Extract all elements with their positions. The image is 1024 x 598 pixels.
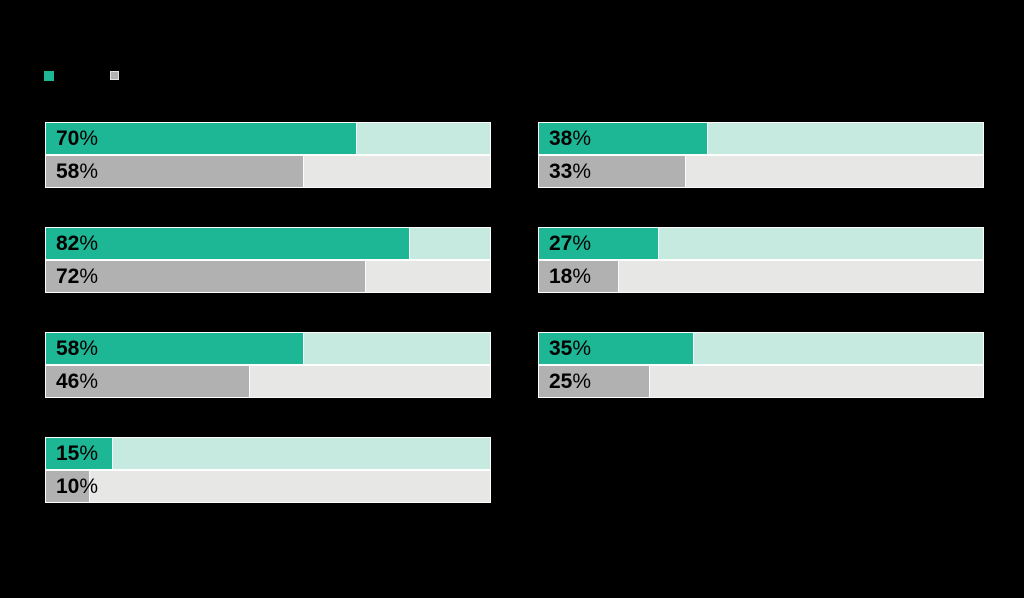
secondary-bar-value: 33% bbox=[549, 159, 592, 183]
primary-bar-value: 15% bbox=[56, 441, 99, 465]
secondary-bar-value: 72% bbox=[56, 264, 99, 288]
primary-bar-track: 27% bbox=[538, 227, 984, 260]
primary-bar-value: 70% bbox=[56, 126, 99, 150]
primary-bar-fill bbox=[539, 123, 708, 154]
secondary-bar-track: 33% bbox=[538, 155, 984, 188]
primary-bar-fill bbox=[46, 123, 357, 154]
bar-group: 27% 18% bbox=[538, 227, 984, 293]
bar-group: 70% 58% bbox=[45, 122, 491, 188]
secondary-bar-track: 46% bbox=[45, 365, 491, 398]
secondary-bar-fill bbox=[46, 156, 304, 187]
secondary-bar-fill bbox=[539, 156, 686, 187]
primary-bar-fill bbox=[46, 333, 304, 364]
primary-bar-track: 82% bbox=[45, 227, 491, 260]
bar-group: 38% 33% bbox=[538, 122, 984, 188]
legend-swatch-secondary bbox=[110, 71, 119, 80]
secondary-bar-value: 25% bbox=[549, 369, 592, 393]
primary-bar-track: 38% bbox=[538, 122, 984, 155]
primary-bar-value: 27% bbox=[549, 231, 592, 255]
secondary-bar-fill bbox=[46, 261, 366, 292]
legend-swatch-primary bbox=[44, 71, 54, 81]
primary-bar-fill bbox=[539, 333, 695, 364]
secondary-bar-fill bbox=[46, 366, 251, 397]
primary-bar-fill bbox=[46, 228, 411, 259]
primary-bar-track: 15% bbox=[45, 437, 491, 470]
primary-bar-value: 58% bbox=[56, 336, 99, 360]
secondary-bar-fill bbox=[539, 261, 619, 292]
primary-bar-fill bbox=[539, 228, 659, 259]
primary-bar-track: 70% bbox=[45, 122, 491, 155]
secondary-bar-track: 58% bbox=[45, 155, 491, 188]
secondary-bar-value: 58% bbox=[56, 159, 99, 183]
secondary-bar-track: 18% bbox=[538, 260, 984, 293]
secondary-bar-fill bbox=[539, 366, 650, 397]
bar-group: 15% 10% bbox=[45, 437, 491, 503]
primary-bar-value: 35% bbox=[549, 336, 592, 360]
secondary-bar-track: 25% bbox=[538, 365, 984, 398]
secondary-bar-value: 18% bbox=[549, 264, 592, 288]
primary-bar-track: 58% bbox=[45, 332, 491, 365]
primary-bar-track: 35% bbox=[538, 332, 984, 365]
bar-group: 82% 72% bbox=[45, 227, 491, 293]
bar-group: 58% 46% bbox=[45, 332, 491, 398]
primary-bar-value: 82% bbox=[56, 231, 99, 255]
secondary-bar-fill bbox=[46, 471, 91, 502]
secondary-bar-track: 72% bbox=[45, 260, 491, 293]
secondary-bar-track: 10% bbox=[45, 470, 491, 503]
secondary-bar-value: 10% bbox=[56, 474, 99, 498]
primary-bar-value: 38% bbox=[549, 126, 592, 150]
secondary-bar-value: 46% bbox=[56, 369, 99, 393]
bar-group: 35% 25% bbox=[538, 332, 984, 398]
primary-bar-fill bbox=[46, 438, 113, 469]
